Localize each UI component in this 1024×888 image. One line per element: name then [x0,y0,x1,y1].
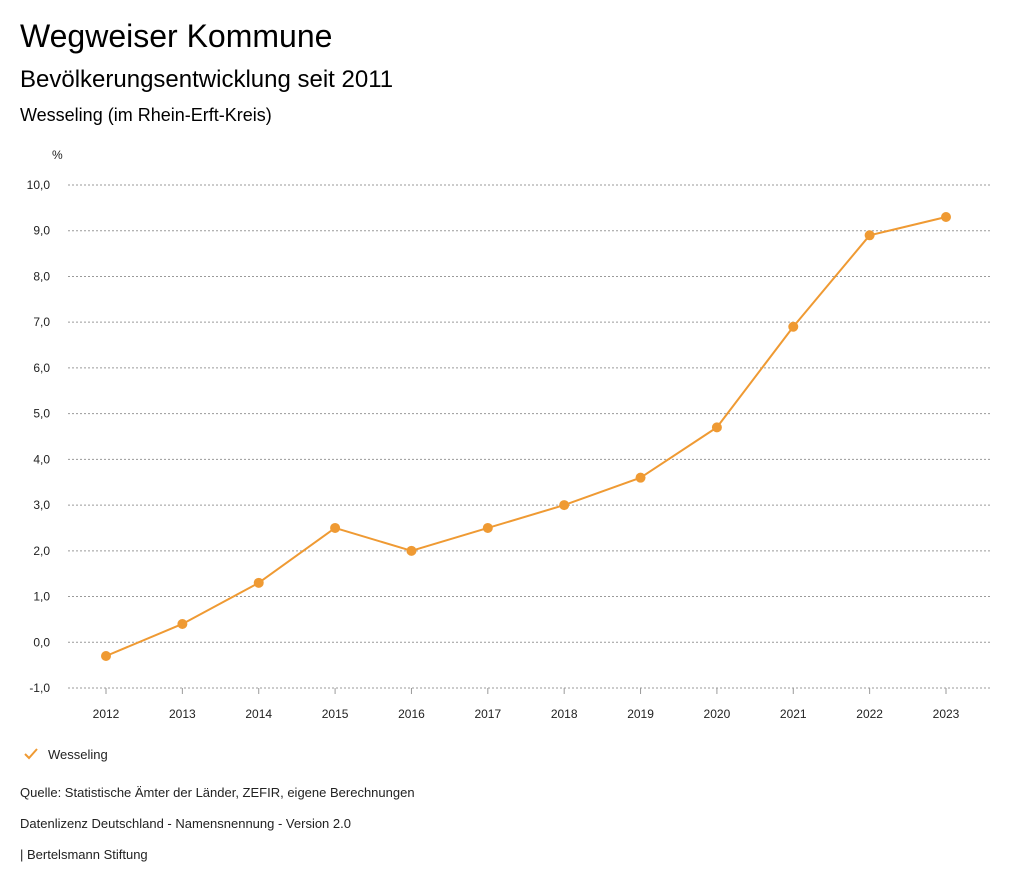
y-axis-ticks: -1,0 0,0 1,0 2,0 3,0 4,0 5,0 6,0 7,0 8,0 9,0 10,0 [27,178,51,695]
data-point[interactable] [101,650,111,661]
x-tick-label: 2013 [169,707,196,721]
data-point[interactable] [941,212,951,223]
publisher-note: | Bertelsmann Stiftung [20,847,148,862]
y-tick-label: 6,0 [33,361,50,375]
data-point[interactable] [864,230,875,241]
source-note: Quelle: Statistische Ämter der Länder, Z… [20,785,415,800]
x-tick-label: 2020 [704,707,731,721]
x-tick-label: 2022 [856,707,883,721]
x-tick-label: 2014 [245,707,272,721]
legend[interactable]: Wesseling [22,744,108,764]
x-tick-label: 2019 [627,707,654,721]
page-title: Wegweiser Kommune [20,18,333,54]
data-point[interactable] [482,522,493,533]
y-tick-label: 7,0 [33,315,50,329]
line-chart: % -1,0 0,0 1,0 2,0 3,0 4,0 5,0 6,0 7,0 8,0 9,0 10,0… [27,148,990,721]
series-line [105,216,947,657]
x-tick-label: 2012 [93,707,120,721]
x-axis: 2012 2013 2014 2015 2016 2017 2018 2019 2020 2021… [93,688,960,721]
data-point[interactable] [635,472,646,483]
y-tick-label: 3,0 [33,498,50,512]
data-point[interactable] [711,422,722,433]
region-label: Wesseling (im Rhein-Erft-Kreis) [20,105,272,125]
y-tick-label: 1,0 [33,590,50,604]
y-tick-label: 8,0 [33,269,50,283]
y-tick-label: 4,0 [33,452,50,466]
data-point[interactable] [177,618,188,629]
data-point[interactable] [559,500,570,511]
data-point[interactable] [253,577,264,588]
data-point[interactable] [788,321,799,332]
x-tick-label: 2018 [551,707,578,721]
data-point[interactable] [330,522,341,533]
y-tick-label: -1,0 [29,681,50,695]
x-tick-label: 2015 [322,707,349,721]
license-note: Datenlizenz Deutschland - Namensnennung … [20,816,351,831]
y-tick-label: 9,0 [33,224,50,238]
page-subtitle: Bevölkerungsentwicklung seit 2011 [20,66,394,93]
gridlines [68,184,990,689]
data-point[interactable] [406,545,417,556]
x-tick-label: 2023 [933,707,960,721]
x-tick-label: 2021 [780,707,807,721]
y-unit-label: % [52,148,63,162]
y-tick-label: 5,0 [33,407,50,421]
legend-label: Wesseling [48,746,108,762]
x-tick-label: 2017 [474,707,501,721]
y-tick-label: 0,0 [33,635,50,649]
check-icon [24,748,38,760]
y-tick-label: 2,0 [33,544,50,558]
x-tick-label: 2016 [398,707,425,721]
series-group [101,212,951,661]
y-tick-label: 10,0 [27,178,51,192]
